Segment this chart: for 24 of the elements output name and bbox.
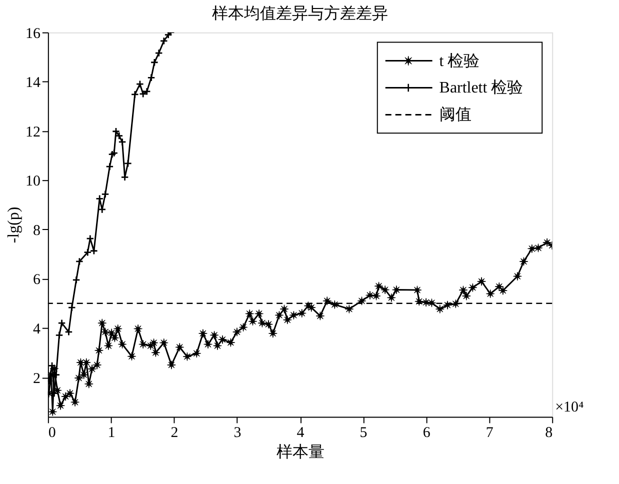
y-tick-label: 4 [32,321,41,338]
y-tick-label: 14 [25,75,41,92]
y-axis-title: -lg(p) [5,206,22,244]
y-tick-label: 12 [25,124,40,140]
y-tick-label: 6 [32,272,41,288]
legend-label: 阈值 [439,106,472,124]
y-tick-label: 2 [32,370,40,387]
x-tick-label: 2 [170,425,178,442]
chart-title: 样本均值差异与方差差异 [212,4,388,22]
x-tick-label: 0 [48,425,56,442]
y-tick-label: 10 [25,174,40,190]
legend-label: t 检验 [439,52,480,70]
x-tick-label: 1 [108,425,116,442]
x-tick-label: 5 [360,425,368,442]
legend-label: Bartlett 检验 [439,78,524,97]
text: ×10⁴ [555,400,584,416]
x-tick-label: 6 [422,425,431,442]
x-tick-label: 3 [234,425,242,442]
y-tick-label: 8 [32,222,40,239]
x-axis-title: 样本量 [276,443,325,462]
x-tick-label: 4 [296,425,305,442]
x-tick-label: 8 [545,425,553,442]
x-tick-label: 7 [486,425,494,442]
y-tick-label: 16 [25,26,41,42]
